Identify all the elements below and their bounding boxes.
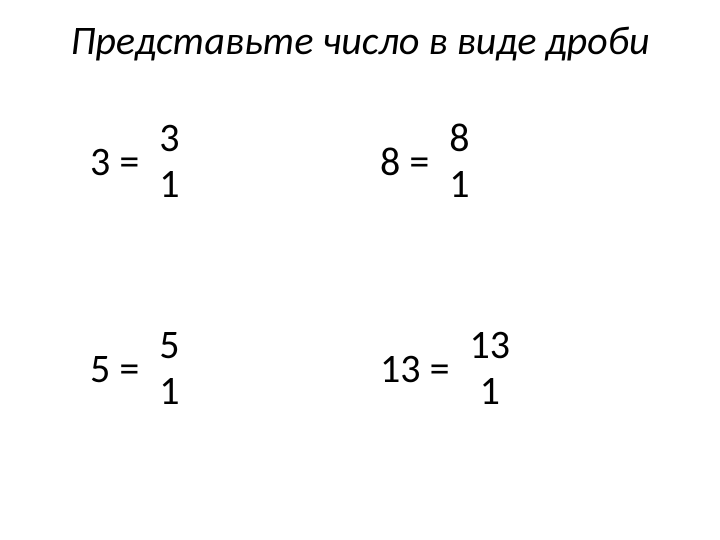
row-1: 3 = 3 1 8 = 8 1 — [0, 115, 720, 207]
page-title: Представьте число в виде дроби — [0, 0, 720, 64]
fraction: 8 1 — [449, 115, 469, 207]
fraction: 3 1 — [159, 115, 179, 207]
whole-number: 8 = — [380, 137, 429, 186]
denominator: 1 — [159, 161, 179, 207]
numerator: 3 — [159, 115, 179, 161]
expression-2: 8 = 8 1 — [380, 115, 470, 207]
numerator: 5 — [159, 322, 179, 368]
expression-4: 13 = 13 1 — [380, 322, 510, 414]
expression-3: 5 = 5 1 — [90, 322, 380, 414]
fraction: 5 1 — [159, 322, 179, 414]
whole-number: 5 = — [90, 344, 139, 393]
numerator: 8 — [449, 115, 469, 161]
fraction: 13 1 — [470, 322, 511, 414]
denominator: 1 — [159, 368, 179, 414]
row-2: 5 = 5 1 13 = 13 1 — [0, 322, 720, 414]
expression-1: 3 = 3 1 — [90, 115, 380, 207]
content-grid: 3 = 3 1 8 = 8 1 5 = 5 1 13 = 13 1 — [0, 115, 720, 529]
denominator: 1 — [480, 368, 500, 414]
denominator: 1 — [449, 161, 469, 207]
whole-number: 3 = — [90, 137, 139, 186]
numerator: 13 — [470, 322, 511, 368]
whole-number: 13 = — [380, 344, 450, 393]
